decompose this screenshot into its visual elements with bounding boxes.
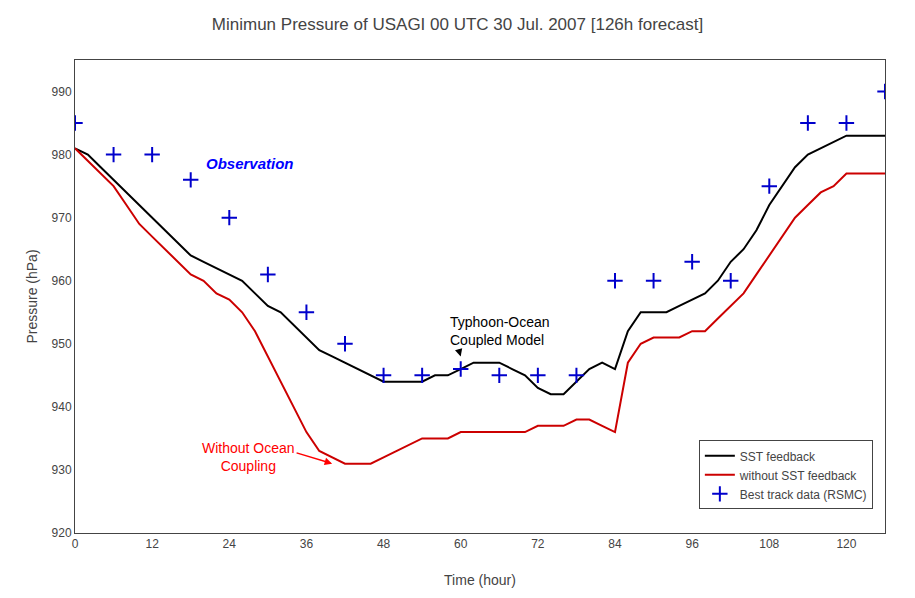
svg-text:Typhoon-OceanCoupled Model: Typhoon-OceanCoupled Model — [450, 314, 550, 348]
svg-text:84: 84 — [608, 537, 622, 551]
svg-text:970: 970 — [52, 211, 72, 225]
svg-text:36: 36 — [300, 537, 314, 551]
svg-text:930: 930 — [52, 463, 72, 477]
svg-text:960: 960 — [52, 274, 72, 288]
svg-text:108: 108 — [759, 537, 779, 551]
svg-text:Minimun Pressure of USAGI 00 U: Minimun Pressure of USAGI 00 UTC 30 Jul.… — [212, 15, 703, 34]
svg-text:Pressure (hPa): Pressure (hPa) — [24, 249, 40, 343]
svg-text:Time (hour): Time (hour) — [444, 572, 516, 588]
svg-text:Without OceanCoupling: Without OceanCoupling — [202, 440, 295, 474]
svg-text:980: 980 — [52, 148, 72, 162]
svg-text:48: 48 — [377, 537, 391, 551]
svg-text:Observation: Observation — [206, 155, 294, 172]
svg-text:990: 990 — [52, 85, 72, 99]
svg-text:950: 950 — [52, 337, 72, 351]
svg-text:0: 0 — [72, 537, 79, 551]
svg-text:120: 120 — [836, 537, 856, 551]
svg-text:72: 72 — [531, 537, 545, 551]
svg-text:without SST feedback: without SST feedback — [739, 469, 858, 483]
svg-text:Best track data (RSMC): Best track data (RSMC) — [740, 488, 867, 502]
svg-text:920: 920 — [52, 526, 72, 540]
svg-text:SST feedback: SST feedback — [740, 450, 816, 464]
svg-text:940: 940 — [52, 400, 72, 414]
svg-text:96: 96 — [685, 537, 699, 551]
svg-text:12: 12 — [145, 537, 159, 551]
svg-text:24: 24 — [223, 537, 237, 551]
svg-text:60: 60 — [454, 537, 468, 551]
